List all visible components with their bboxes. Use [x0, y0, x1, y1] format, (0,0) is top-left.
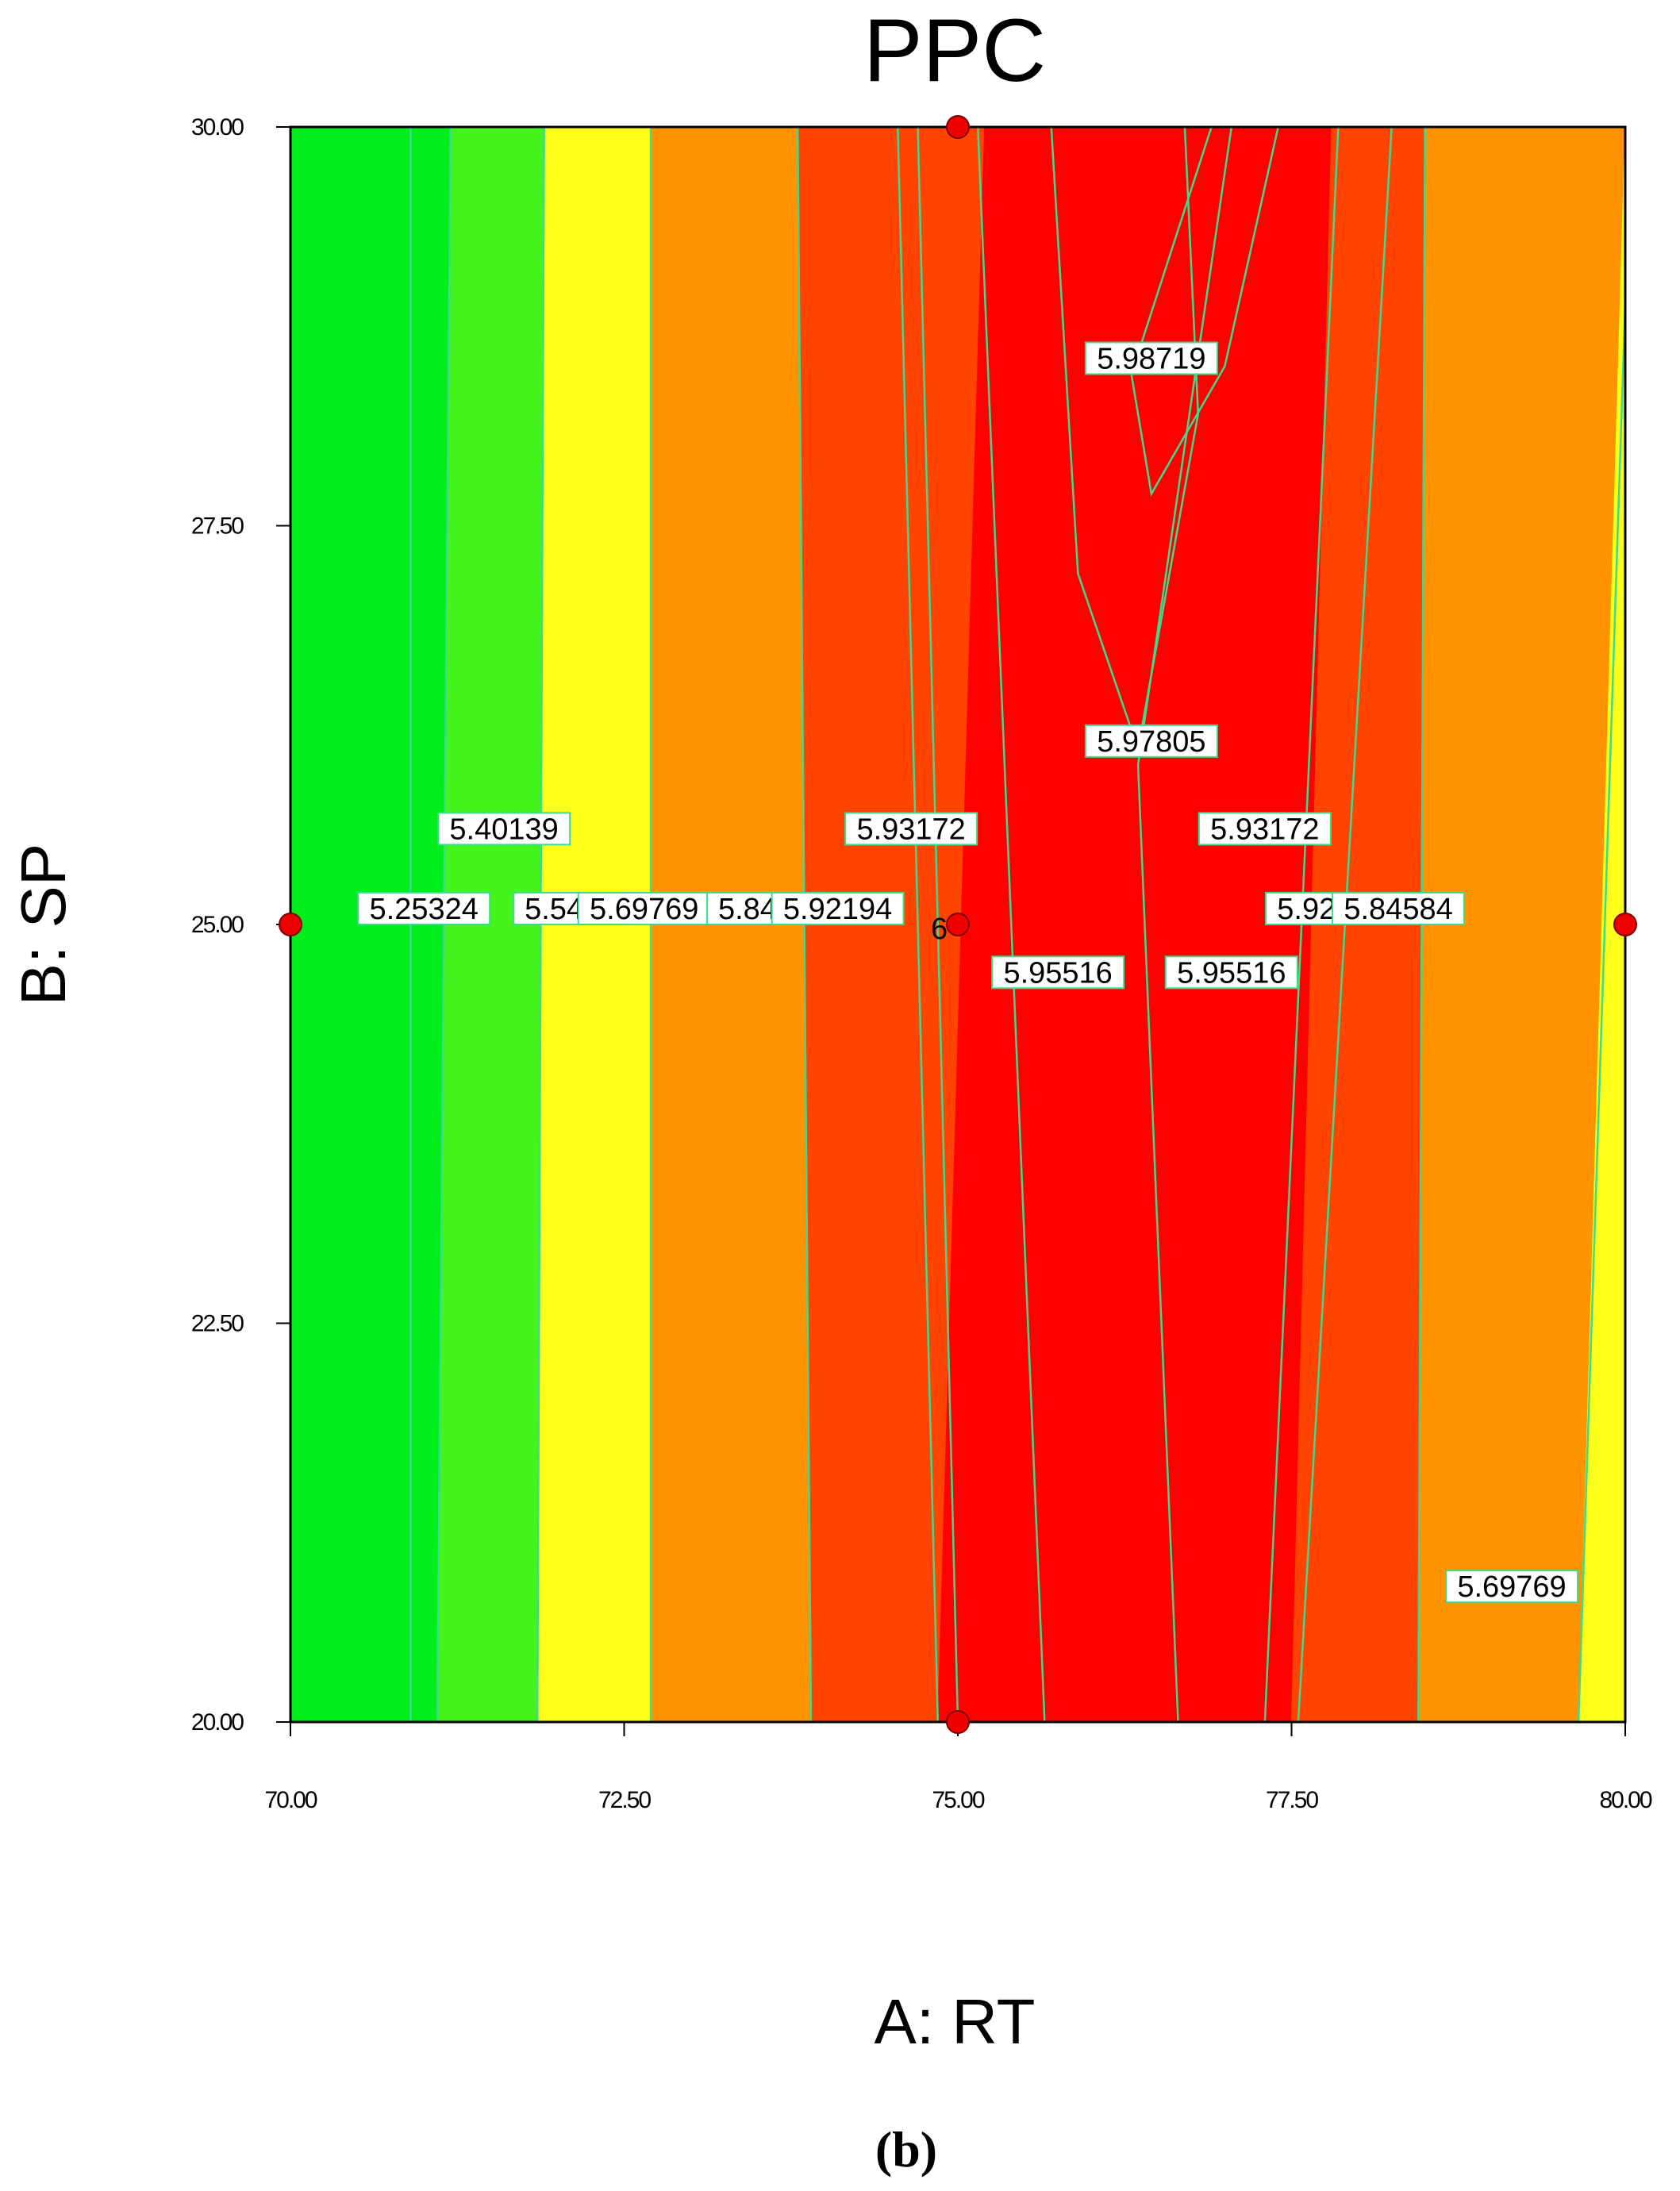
- contour-value-label: 5.92194: [771, 891, 905, 926]
- contour-value-label: 5.84584: [1332, 891, 1466, 926]
- y-axis-ticks: 20.00 22.50 25.00 27.50 30.00: [191, 114, 290, 1736]
- contour-line-10: [1130, 126, 1279, 497]
- x-tick-label: 77.50: [1266, 1787, 1318, 1813]
- contour-label-box: [577, 891, 711, 925]
- contour-label-box: [437, 812, 571, 846]
- contour-label-text: 5.25324: [370, 893, 479, 926]
- contour-label-text: 5.92194: [783, 893, 892, 926]
- contour-label-box: [1332, 891, 1466, 925]
- y-tick-label: 20.00: [191, 1709, 244, 1736]
- design-point: [946, 115, 970, 139]
- contour-label-text: 5.95516: [1177, 956, 1286, 990]
- contour-value-label: 5.40139: [437, 812, 571, 846]
- contour-value-label: 5.93172: [844, 812, 978, 846]
- y-tick-label: 25.00: [191, 912, 244, 938]
- contour-label-text: 5.69769: [590, 893, 698, 926]
- contour-label-box: [1445, 1570, 1579, 1604]
- y-tick-label: 22.50: [191, 1311, 244, 1337]
- contour-label-text: 5.84584: [1344, 893, 1452, 926]
- contour-value-label: 5.25324: [357, 891, 491, 926]
- contour-value-label: 5.95516: [991, 955, 1125, 990]
- design-point: [946, 913, 970, 936]
- design-points: 6: [279, 115, 1637, 1734]
- contour-label-text: 5.40139: [449, 813, 558, 846]
- contour-line-11: [1136, 126, 1233, 1723]
- contour-label-text: 5.93172: [1210, 813, 1319, 846]
- contour-label-box: [357, 891, 491, 925]
- contour-line-7: [917, 126, 959, 1723]
- contour-label-box: [991, 955, 1125, 990]
- contour-label-box: [1164, 955, 1298, 990]
- y-tick-label: 27.50: [191, 513, 244, 540]
- contour-label-text: 5.97805: [1097, 725, 1205, 759]
- contour-label-text: 5.93172: [856, 813, 965, 846]
- x-tick-label: 72.50: [598, 1787, 651, 1813]
- y-axis-title: B: SP: [8, 844, 79, 1006]
- contour-line-15: [1577, 302, 1627, 1723]
- x-tick-label: 80.00: [1599, 1787, 1651, 1813]
- contour-line-8: [976, 126, 1046, 1723]
- figure-caption: (b): [875, 2121, 937, 2178]
- contour-value-label: 5.69769: [577, 891, 711, 926]
- contour-value-label: 5.97805: [1084, 724, 1218, 759]
- contour-label-text: 5.69769: [1457, 1570, 1566, 1604]
- contour-label-box: [1198, 812, 1332, 846]
- contour-label-box: [1084, 341, 1218, 375]
- design-point: [279, 913, 302, 936]
- contour-label-box: [771, 891, 905, 925]
- contour-value-label: 5.93172: [1198, 812, 1332, 846]
- x-axis-title: A: RT: [874, 1986, 1035, 2057]
- x-tick-label: 70.00: [264, 1787, 317, 1813]
- y-tick-label: 30.00: [191, 114, 244, 140]
- design-point: [946, 1710, 970, 1734]
- contour-label-text: 5.95516: [1003, 956, 1112, 990]
- contour-label-text: 5.98719: [1097, 342, 1205, 375]
- contour-value-label: 5.95516: [1164, 955, 1298, 990]
- contour-line-6: [897, 126, 940, 1723]
- contour-value-label: 5.69769: [1445, 1570, 1579, 1604]
- x-tick-label: 75.00: [932, 1787, 984, 1813]
- design-point-count-label: 6: [931, 913, 948, 946]
- contour-label-box: [844, 812, 978, 846]
- contour-label-box: [1084, 724, 1218, 758]
- chart-title: PPC: [863, 1, 1046, 100]
- x-axis-ticks: 70.00 72.50 75.00 77.50 80.00: [264, 1722, 1654, 1813]
- design-point: [1613, 913, 1637, 936]
- contour-value-label: 5.98719: [1084, 341, 1218, 375]
